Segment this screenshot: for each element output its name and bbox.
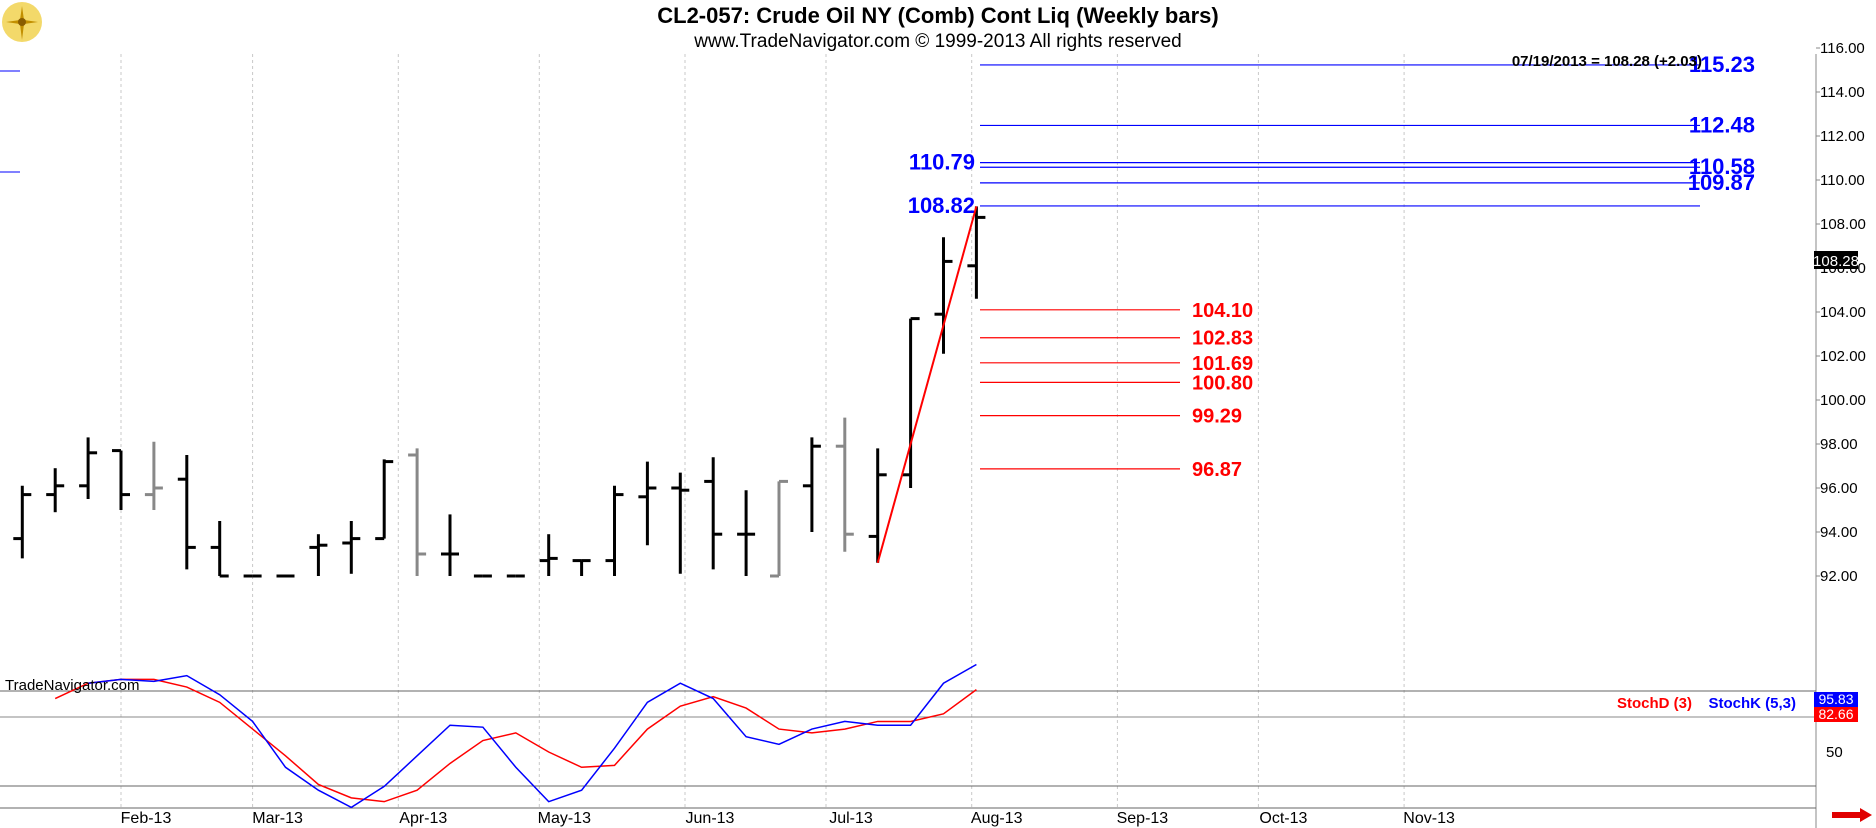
fib-label-blue: 110.58 bbox=[1689, 154, 1755, 179]
left-margin-ticks bbox=[0, 70, 20, 173]
y-tick-label: 108.00 bbox=[1820, 216, 1866, 233]
price-axis: 116.00114.00112.00110.00108.00106.00104.… bbox=[1816, 40, 1866, 585]
stoch-axis-tick-50: 50 bbox=[1826, 744, 1843, 761]
fib-label-red: 99.29 bbox=[1192, 406, 1242, 428]
trend-line bbox=[876, 206, 978, 564]
last-price-tag-box bbox=[1814, 251, 1858, 269]
trade-navigator-logo-icon bbox=[2, 2, 42, 42]
stoch-k-value: 95.83 bbox=[1818, 691, 1853, 707]
chart-title: CL2-057: Crude Oil NY (Comb) Cont Liq (W… bbox=[657, 3, 1219, 28]
y-tick-label: 114.00 bbox=[1820, 84, 1865, 101]
fib-label-blue: 109.87 bbox=[1688, 170, 1755, 195]
x-tick-label: Sep-13 bbox=[1117, 810, 1169, 827]
fib-label-blue: 115.23 bbox=[1689, 52, 1755, 77]
y-tick-label: 92.00 bbox=[1820, 568, 1858, 585]
stoch-line bbox=[54, 678, 977, 803]
x-tick-label: Aug-13 bbox=[971, 810, 1023, 827]
stoch-d-legend: StochD (3) bbox=[1617, 695, 1692, 712]
pane-borders bbox=[0, 54, 1817, 828]
stoch-k-value-box bbox=[1814, 692, 1858, 707]
date-axis: Feb-13 Mar-13 Apr-13 May-13 Jun-13 Jul-13 Aug-… bbox=[121, 810, 1455, 827]
fib-label-red: 100.80 bbox=[1192, 372, 1253, 394]
chart-subtitle: www.TradeNavigator.com © 1999-2013 All r… bbox=[694, 31, 1182, 52]
watermark-label: TradeNavigator.com bbox=[5, 677, 140, 694]
y-tick-label: 96.00 bbox=[1820, 480, 1858, 497]
y-tick-label: 100.00 bbox=[1820, 392, 1866, 409]
x-tick-label: Feb-13 bbox=[121, 810, 172, 827]
fib-label-red: 102.83 bbox=[1192, 328, 1253, 350]
fib-label-red: 96.87 bbox=[1192, 459, 1242, 481]
ohlc-bars bbox=[13, 206, 986, 578]
x-tick-label: May-13 bbox=[538, 810, 591, 827]
y-tick-label: 102.00 bbox=[1820, 348, 1866, 365]
y-tick-label: 116.00 bbox=[1820, 40, 1865, 57]
fib-label-blue: 112.48 bbox=[1689, 112, 1755, 137]
chart-header: CL2-057: Crude Oil NY (Comb) Cont Liq (W… bbox=[0, 0, 1876, 54]
last-quote-label: 07/19/2013 = 108.28 (+2.03) bbox=[1512, 53, 1702, 70]
y-tick-label: 112.00 bbox=[1820, 128, 1865, 145]
scroll-right-arrow-icon[interactable] bbox=[1832, 808, 1872, 822]
last-price-tag: 108.28 bbox=[1813, 253, 1859, 270]
fib-label-red: 104.10 bbox=[1192, 300, 1253, 322]
stoch-d-value: 82.66 bbox=[1818, 706, 1853, 722]
x-tick-label: Nov-13 bbox=[1403, 810, 1455, 827]
x-tick-label: Oct-13 bbox=[1259, 810, 1307, 827]
x-tick-label: Apr-13 bbox=[399, 810, 447, 827]
stoch-d-value-box bbox=[1814, 707, 1858, 722]
stochastic-lines bbox=[54, 663, 977, 809]
x-tick-label: Mar-13 bbox=[252, 810, 303, 827]
x-tick-label: Jun-13 bbox=[686, 810, 735, 827]
y-tick-label: 98.00 bbox=[1820, 436, 1858, 453]
x-tick-label: Jul-13 bbox=[829, 810, 873, 827]
y-tick-label: 110.00 bbox=[1820, 172, 1865, 189]
fib-label-red: 101.69 bbox=[1192, 353, 1253, 375]
stoch-line bbox=[88, 663, 977, 809]
stoch-k-legend: StochK (5,3) bbox=[1708, 695, 1796, 712]
fib-label-blue: 108.82 bbox=[908, 193, 975, 218]
y-tick-label: 94.00 bbox=[1820, 524, 1858, 541]
fib-label-blue: 110.79 bbox=[909, 150, 975, 175]
y-tick-label: 104.00 bbox=[1820, 304, 1866, 321]
